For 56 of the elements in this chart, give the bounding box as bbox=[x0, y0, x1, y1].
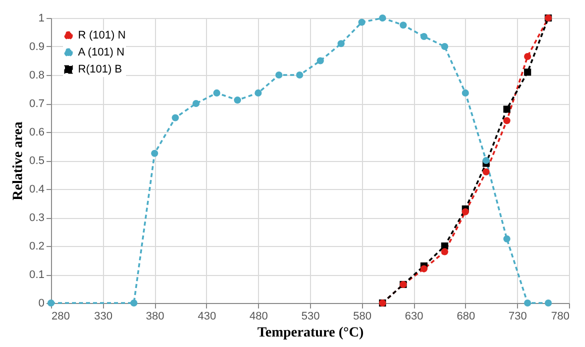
point bbox=[192, 100, 200, 108]
y-tick-label: 0.5 bbox=[29, 155, 44, 167]
point bbox=[358, 18, 366, 26]
point bbox=[524, 52, 532, 60]
legend-label: R (101) N bbox=[78, 30, 126, 42]
y-tick-label: 0.9 bbox=[29, 41, 44, 53]
point bbox=[441, 248, 448, 256]
y-tick-label: 0.2 bbox=[29, 240, 44, 252]
point bbox=[275, 71, 282, 79]
x-tick-label: 630 bbox=[404, 310, 424, 322]
x-tick-label: 280 bbox=[52, 310, 70, 322]
x-tick-label: 680 bbox=[456, 310, 476, 322]
legend-label: A (101) N bbox=[78, 46, 125, 58]
y-axis-title: Relative area bbox=[11, 122, 26, 200]
y-tick-label: 0 bbox=[38, 298, 44, 310]
y-tick-label: 0.4 bbox=[29, 184, 44, 196]
point bbox=[420, 265, 428, 272]
y-tick-label: 1 bbox=[38, 12, 44, 24]
point bbox=[482, 156, 490, 164]
point bbox=[213, 89, 220, 96]
y-tick-label: 0.6 bbox=[29, 126, 44, 138]
point bbox=[378, 14, 386, 22]
x-tick-label: 430 bbox=[198, 310, 216, 322]
point bbox=[503, 117, 510, 124]
point bbox=[462, 208, 469, 216]
x-tick-label: 330 bbox=[94, 310, 112, 322]
x-axis-title: Temperature (°C) bbox=[257, 326, 364, 340]
x-tick-label: 730 bbox=[508, 310, 527, 322]
x-tick-label: 780 bbox=[551, 310, 570, 322]
y-tick-label: 0.1 bbox=[29, 269, 44, 281]
x-tick-label: 530 bbox=[301, 310, 320, 322]
legend-label: R(101) B bbox=[78, 64, 122, 76]
point bbox=[544, 299, 552, 307]
point bbox=[462, 89, 469, 96]
x-tick-label: 580 bbox=[353, 310, 372, 322]
point bbox=[400, 22, 407, 29]
y-tick-label: 0.7 bbox=[29, 98, 44, 110]
point bbox=[130, 299, 138, 307]
point bbox=[503, 106, 510, 113]
point bbox=[296, 71, 304, 79]
point bbox=[234, 96, 242, 104]
point bbox=[441, 42, 448, 50]
x-tick-label: 380 bbox=[146, 310, 164, 322]
point bbox=[503, 235, 510, 242]
point bbox=[172, 114, 179, 122]
y-tick-label: 0.8 bbox=[29, 70, 44, 82]
point bbox=[482, 168, 490, 176]
point bbox=[254, 89, 262, 96]
y-tick-label: 0.3 bbox=[29, 212, 44, 224]
point bbox=[524, 68, 532, 76]
x-tick-label: 480 bbox=[250, 310, 268, 322]
point bbox=[524, 299, 532, 307]
point bbox=[151, 150, 158, 157]
point bbox=[316, 57, 324, 64]
point bbox=[420, 32, 428, 40]
point bbox=[338, 40, 345, 48]
